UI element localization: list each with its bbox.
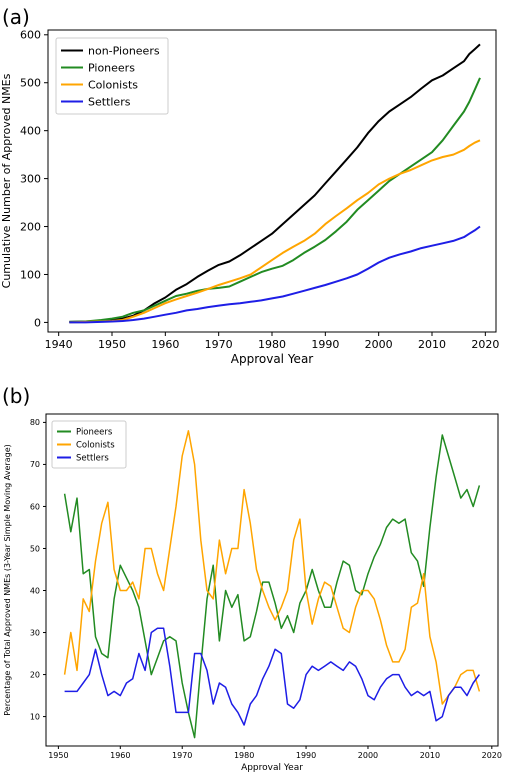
- y-tick-label-a: 0: [34, 316, 41, 329]
- chart-b-percentage-nmes: 1950 1960 1970 1980 1990 2000 2010 2020 10 20 30 40…: [3, 413, 502, 773]
- x-tick-label-b: 1950: [48, 751, 68, 760]
- y-tick-label-b: 20: [30, 670, 40, 679]
- x-tick-label-b: 1980: [234, 751, 254, 760]
- series-line-b-settlers: [64, 627, 481, 726]
- x-tick-label-b: 2010: [420, 751, 440, 760]
- x-tick-label-a: 2010: [418, 338, 446, 351]
- x-axis-label-b: Approval Year: [241, 763, 303, 773]
- x-tick-label-a: 2000: [365, 338, 393, 351]
- series-line-a-settlers: [69, 225, 481, 324]
- y-tick-label-b: 50: [30, 544, 40, 553]
- x-tick-label-b: 1990: [296, 751, 316, 760]
- legend-label-b-colonists: Colonists: [76, 440, 115, 450]
- y-axis-label-b: Percentage of Total Approved NMEs (3-Yea…: [3, 444, 12, 716]
- y-tick-label-b: 30: [30, 628, 40, 637]
- legend-label-b-pioneers: Pioneers: [76, 427, 113, 437]
- chart-a-cumulative-nmes: 1940 1950 1960 1970 1980 1990 2000 2010 2020 0 100…: [0, 29, 499, 366]
- x-tick-label-b: 1970: [172, 751, 192, 760]
- y-axis-label-a: Cumulative Number of Approved NMEs: [0, 73, 13, 288]
- legend-label-a-non-pioneers: non-Pioneers: [88, 44, 160, 57]
- x-tick-label-a: 1970: [205, 338, 233, 351]
- y-tick-label-b: 10: [30, 712, 40, 721]
- x-tick-label-b: 2000: [358, 751, 378, 760]
- legend-label-a-pioneers: Pioneers: [88, 61, 135, 74]
- x-tick-label-a: 1990: [311, 338, 339, 351]
- series-line-b-pioneers: [63, 434, 481, 739]
- y-tick-label-a: 200: [20, 220, 41, 233]
- panel-b-letter: (b): [2, 384, 30, 408]
- plot-frame-b: [45, 413, 499, 747]
- panel-a-letter: (a): [2, 5, 30, 29]
- x-axis-label-a: Approval Year: [231, 352, 314, 366]
- y-tick-label-a: 400: [20, 125, 41, 138]
- y-tick-label-b: 60: [30, 502, 40, 511]
- y-tick-label-a: 500: [20, 77, 41, 90]
- y-tick-label-a: 600: [20, 29, 41, 42]
- legend-label-b-settlers: Settlers: [76, 453, 109, 463]
- series-line-a-non-pioneers: [69, 43, 481, 323]
- y-tick-label-a: 300: [20, 172, 41, 185]
- legend-box-a: [55, 37, 169, 115]
- x-tick-label-b: 1960: [110, 751, 130, 760]
- y-tick-label-b: 70: [30, 460, 40, 469]
- x-tick-label-a: 1960: [151, 338, 179, 351]
- y-tick-label-b: 80: [30, 418, 40, 427]
- x-tick-label-a: 1940: [45, 338, 73, 351]
- series-line-b-colonists: [63, 430, 481, 705]
- legend-label-a-colonists: Colonists: [88, 78, 138, 91]
- series-line-a-pioneers: [69, 77, 481, 323]
- x-tick-label-a: 1950: [98, 338, 126, 351]
- series-line-a-colonists: [69, 139, 481, 324]
- y-tick-label-b: 40: [30, 586, 40, 595]
- x-tick-label-b: 2020: [482, 751, 502, 760]
- legend-label-a-settlers: Settlers: [88, 95, 131, 108]
- x-tick-label-a: 1980: [258, 338, 286, 351]
- x-tick-label-a: 2020: [471, 338, 499, 351]
- y-tick-label-a: 100: [20, 268, 41, 281]
- legend-box-b: [51, 420, 127, 469]
